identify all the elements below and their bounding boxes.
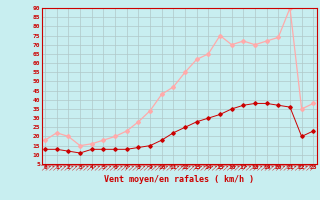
X-axis label: Vent moyen/en rafales ( km/h ): Vent moyen/en rafales ( km/h ) <box>104 175 254 184</box>
